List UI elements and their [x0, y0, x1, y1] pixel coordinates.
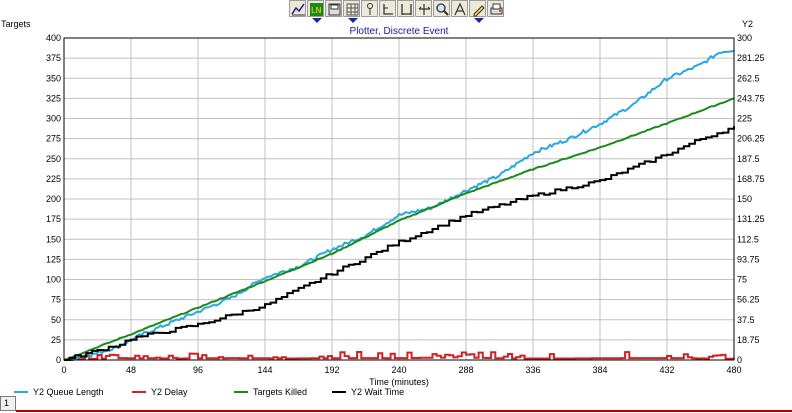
legend-label: Y2 Delay — [151, 387, 188, 397]
y2-tick-label: 168.75 — [737, 174, 765, 184]
y-tick-label: 25 — [51, 335, 61, 345]
series-y2-wait-time — [64, 126, 735, 361]
y2-tick-label: 187.5 — [737, 154, 760, 164]
grid-toggle-icon — [346, 3, 359, 16]
y2-tick-label: 0 — [737, 355, 742, 365]
y-tick-label: 325 — [46, 93, 61, 103]
print-button[interactable] — [487, 0, 504, 17]
y-tick-label: 225 — [46, 174, 61, 184]
line-plot-tool-icon — [291, 3, 305, 16]
legend-label: Targets Killed — [253, 387, 307, 397]
y-tick-label: 125 — [46, 254, 61, 264]
y2-tick-label: 243.75 — [737, 93, 765, 103]
dropdown-arrow-icon[interactable] — [312, 18, 322, 23]
status-box[interactable]: 1 — [0, 396, 16, 411]
line-plot-tool-button[interactable] — [289, 0, 306, 17]
x-tick-label: 192 — [324, 365, 339, 375]
x-tick-label: 336 — [525, 365, 540, 375]
save-image-button[interactable] — [325, 0, 342, 17]
series-y2-delay — [64, 351, 735, 361]
x-tick-label: 432 — [659, 365, 674, 375]
pin-button[interactable] — [361, 0, 378, 17]
y-tick-label: 250 — [46, 154, 61, 164]
y2-tick-label: 150 — [737, 194, 752, 204]
axis-expand-button[interactable] — [415, 0, 432, 17]
pin-icon — [367, 3, 373, 15]
legend-label: Y2 Wait Time — [351, 387, 404, 397]
y2-tick-label: 56.25 — [737, 295, 760, 305]
plot-frame — [63, 37, 735, 361]
dropdown-arrow-icon[interactable] — [348, 18, 358, 23]
save-image-icon — [328, 3, 341, 16]
y-tick-label: 100 — [46, 275, 61, 285]
series-targets-killed — [63, 97, 735, 361]
y-tick-label: 375 — [46, 53, 61, 63]
x-tick-label: 288 — [458, 365, 473, 375]
axis-l-icon — [383, 4, 393, 15]
y2-tick-label: 225 — [737, 114, 752, 124]
x-tick-label: 0 — [61, 365, 66, 375]
y2-tick-label: 281.25 — [737, 53, 765, 63]
svg-text:LN: LN — [311, 6, 321, 15]
bottom-border-line — [16, 410, 792, 412]
axis-bracket-icon — [401, 4, 412, 15]
x-tick-label: 480 — [726, 365, 741, 375]
y2-tick-label: 112.5 — [737, 234, 759, 244]
scale-button[interactable] — [451, 0, 468, 17]
y2-tick-label: 93.75 — [737, 254, 760, 264]
zoom-button[interactable] — [433, 0, 450, 17]
legend-label: Y2 Queue Length — [33, 387, 104, 397]
y-tick-label: 150 — [46, 234, 61, 244]
y2-tick-label: 75 — [737, 275, 747, 285]
y-tick-label: 75 — [51, 295, 61, 305]
edit-pencil-icon — [473, 5, 485, 17]
line-style-button[interactable]: LN — [307, 0, 324, 23]
x-tick-label: 144 — [257, 365, 272, 375]
series-y2-queue-length — [64, 49, 735, 361]
axis-l-button[interactable] — [379, 0, 396, 17]
x-tick-label: 240 — [391, 365, 406, 375]
axis-bracket-button[interactable] — [397, 0, 414, 17]
dropdown-arrow-icon[interactable] — [474, 18, 484, 23]
y-tick-label: 275 — [46, 134, 61, 144]
x-tick-label: 48 — [126, 365, 136, 375]
y2-tick-label: 131.25 — [737, 214, 765, 224]
y2-tick-label: 262.5 — [737, 73, 760, 83]
x-tick-label: 384 — [592, 365, 607, 375]
y-tick-label: 0 — [56, 355, 61, 365]
x-tick-label: 96 — [193, 365, 203, 375]
edit-pencil-button[interactable] — [469, 0, 486, 23]
x-axis-label: Time (minutes) — [369, 377, 429, 387]
y2-tick-label: 37.5 — [737, 315, 755, 325]
y2-tick-label: 18.75 — [737, 335, 760, 345]
print-icon — [490, 3, 503, 15]
line-style-icon: LN — [310, 3, 323, 16]
series-group — [63, 49, 735, 361]
y2-axis-label: Y2 — [742, 19, 753, 29]
y-tick-label: 50 — [51, 315, 61, 325]
y-tick-label: 350 — [46, 73, 61, 83]
legend: Y2 Queue Length Y2 Delay Targets Killed Y2 … — [14, 387, 404, 397]
chart-title: Plotter, Discrete Event — [350, 26, 449, 37]
axis-expand-icon — [418, 4, 431, 15]
plot-toolbar: LN — [289, 0, 504, 23]
zoom-icon — [436, 3, 449, 16]
scale-icon — [454, 2, 466, 16]
y-tick-label: 200 — [46, 194, 61, 204]
y-axis-label: Targets — [1, 19, 31, 29]
y-tick-label: 175 — [46, 214, 61, 224]
y2-tick-label: 300 — [737, 33, 752, 43]
y2-tick-label: 206.25 — [737, 134, 765, 144]
grid-toggle-button[interactable] — [343, 0, 360, 23]
y-tick-label: 400 — [46, 33, 61, 43]
axis-ticks: 0 25 50 75 100 125 150 175 200 225 250 275 300 325 350… — [46, 33, 765, 375]
y-tick-label: 300 — [46, 114, 61, 124]
